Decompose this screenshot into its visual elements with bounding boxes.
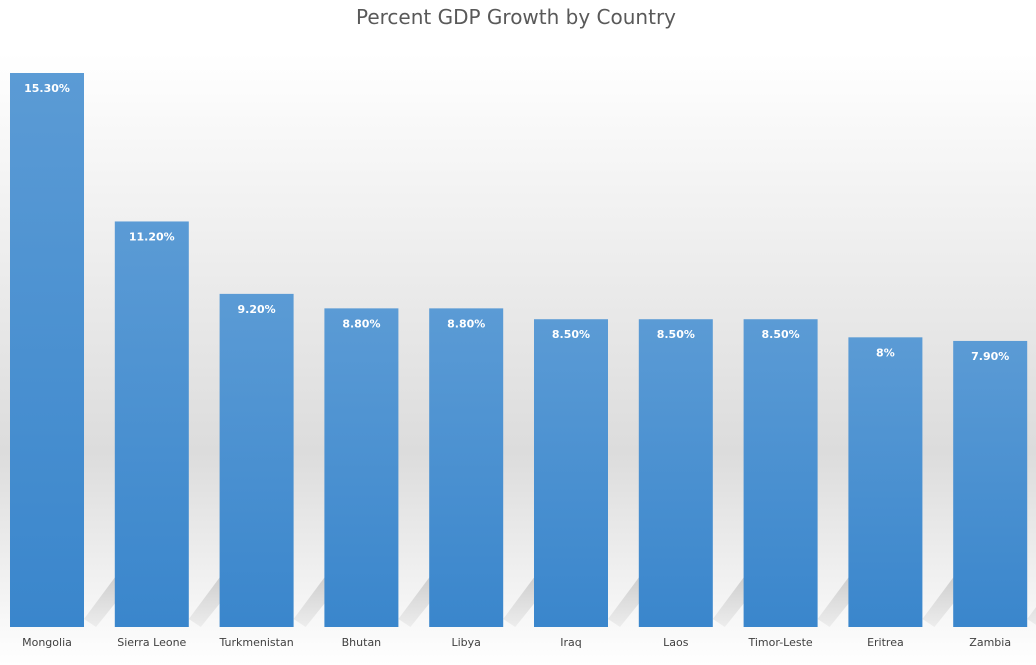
data-label: 8.50% <box>552 328 590 341</box>
data-label: 8% <box>876 346 895 359</box>
category-label: Iraq <box>560 636 582 649</box>
bar-shadow <box>1027 607 1036 625</box>
data-label: 8.50% <box>762 328 800 341</box>
data-label: 9.20% <box>238 303 276 316</box>
bar-turkmenistan <box>219 293 294 627</box>
bar-layer <box>10 73 1028 627</box>
bar-sierra-leone <box>114 221 189 627</box>
data-label: 8.80% <box>447 317 485 330</box>
category-label: Eritrea <box>867 636 904 649</box>
bar-laos <box>638 319 713 627</box>
category-label: Sierra Leone <box>117 636 186 649</box>
category-label: Timor-Leste <box>748 636 813 649</box>
bar-mongolia <box>10 73 84 627</box>
label-layer: 15.30% Mongolia 11.20% Sierra Leone 9.20% Tur… <box>22 82 1011 649</box>
bar-eritrea <box>848 337 923 627</box>
category-label: Zambia <box>969 636 1011 649</box>
bar-libya <box>429 308 504 627</box>
bar-iraq <box>534 319 608 627</box>
data-label: 7.90% <box>971 350 1009 363</box>
data-label: 11.20% <box>129 230 175 243</box>
data-label: 8.50% <box>657 328 695 341</box>
category-label: Libya <box>451 636 480 649</box>
chart-title: Percent GDP Growth by Country <box>356 5 676 29</box>
category-label: Laos <box>663 636 689 649</box>
data-label: 15.30% <box>24 82 70 95</box>
bar-bhutan <box>324 308 399 627</box>
category-label: Bhutan <box>342 636 382 649</box>
data-label: 8.80% <box>342 317 380 330</box>
category-label: Turkmenistan <box>219 636 294 649</box>
bar-timor-leste <box>743 319 818 627</box>
bar-zambia <box>953 340 1028 627</box>
category-label: Mongolia <box>22 636 72 649</box>
